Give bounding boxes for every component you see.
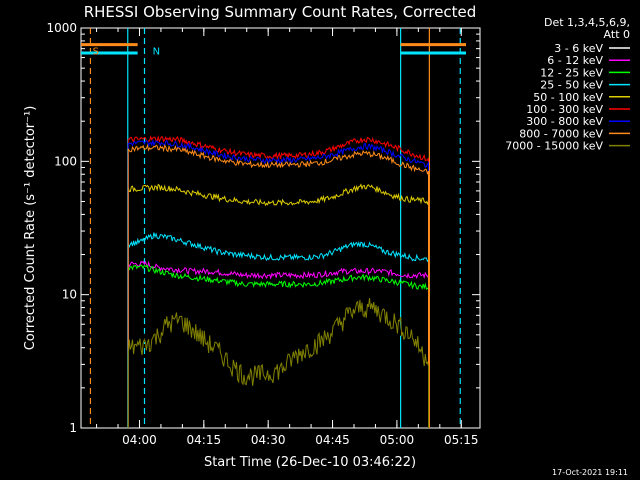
- x-tick-label-0: 04:00: [122, 433, 157, 447]
- legend-label-3: 25 - 50 keV: [540, 79, 603, 92]
- legend-label-1: 6 - 12 keV: [547, 54, 603, 67]
- x-tick-label-5: 05:15: [444, 433, 479, 447]
- series-4: [127, 183, 429, 428]
- series-0: [127, 240, 429, 428]
- series-5: [127, 135, 429, 428]
- legend-label-8: 7000 - 15000 keV: [505, 140, 603, 153]
- legend-label-5: 100 - 300 keV: [526, 103, 603, 116]
- plot-frame: [80, 27, 481, 429]
- x-tick-label-4: 05:00: [380, 433, 415, 447]
- x-tick-label-1: 04:15: [187, 433, 222, 447]
- footer-timestamp: 17-Oct-2021 19:11: [552, 468, 628, 477]
- legend-label-6: 300 - 800 keV: [526, 115, 603, 128]
- legend-header-attenuator: Att 0: [604, 28, 630, 41]
- series-7: [127, 143, 429, 428]
- y-tick-label-1: 10: [62, 288, 77, 302]
- x-tick-label-3: 04:45: [315, 433, 350, 447]
- legend-label-0: 3 - 6 keV: [554, 42, 603, 55]
- legend-label-7: 800 - 7000 keV: [519, 127, 603, 140]
- legend-header-detectors: Det 1,3,4,5,6,9,: [544, 16, 630, 29]
- series-1: [127, 260, 429, 428]
- plot-area: [80, 27, 481, 429]
- axes: 1 10 100 1000 04:00 04:15 04:30 04:45 05:00 05:15: [46, 21, 480, 447]
- y-tick-label-2: 100: [54, 154, 77, 168]
- series-2: [127, 264, 429, 428]
- data-series: [127, 135, 429, 428]
- y-tick-label-3: 1000: [46, 21, 77, 35]
- chart-title: RHESSI Observing Summary Count Rates, Co…: [84, 3, 477, 21]
- legend-label-2: 12 - 25 keV: [540, 66, 603, 79]
- y-tick-label-0: 1: [69, 421, 77, 435]
- series-6: [127, 139, 429, 428]
- series-8: [127, 297, 429, 428]
- y-axis-label: Corrected Count Rate (s⁻¹ detector⁻¹): [23, 106, 38, 351]
- legend-label-4: 50 - 100 keV: [533, 91, 603, 104]
- series-3: [127, 232, 429, 428]
- flag-label-0: S: [93, 46, 99, 57]
- flag-label-1: N: [153, 46, 160, 57]
- x-tick-label-2: 04:30: [251, 433, 286, 447]
- x-axis-label: Start Time (26-Dec-10 03:46:22): [204, 455, 416, 470]
